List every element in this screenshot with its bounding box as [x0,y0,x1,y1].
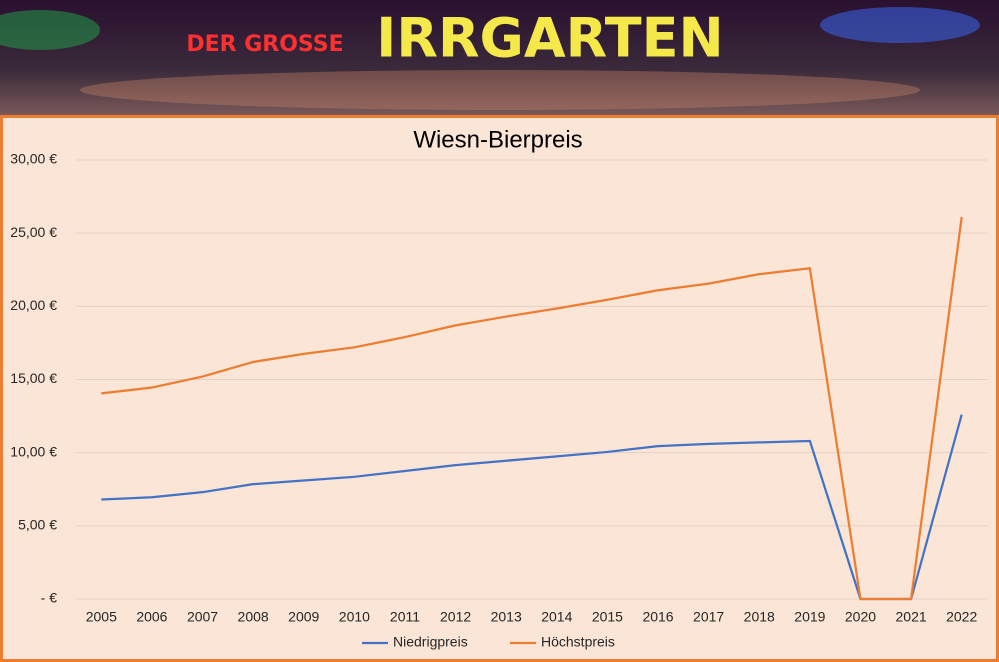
x-tick-label: 2014 [541,609,572,625]
x-tick-label: 2011 [390,609,420,625]
x-tick-label: 2009 [288,609,319,625]
x-tick-label: 2006 [136,609,167,625]
y-tick-label: - € [41,590,58,606]
y-tick-label: 25,00 € [10,224,57,240]
x-tick-label: 2018 [744,609,775,625]
line-series [101,414,963,601]
x-tick-label: 2021 [896,609,927,625]
x-tick-label: 2017 [693,609,724,625]
banner-text: IRRGARTEN [376,7,723,70]
chart-frame [0,115,999,662]
legend-label: Höchstpreis [541,634,615,650]
x-tick-label: 2016 [642,609,673,625]
y-tick-label: 20,00 € [10,297,57,313]
neon-glow [820,7,980,43]
legend-label: Niedrigpreis [393,634,468,650]
y-tick-label: 10,00 € [10,443,57,459]
y-tick-label: 5,00 € [18,517,57,533]
x-tick-label: 2020 [845,609,876,625]
x-tick-label: 2007 [187,609,218,625]
banner-text: DER GROSSE [186,32,343,57]
y-tick-label: 30,00 € [10,151,57,167]
x-tick-label: 2013 [491,609,522,625]
line-series [101,216,963,601]
chart-title: Wiesn-Bierpreis [413,126,582,153]
x-tick-label: 2008 [238,609,269,625]
neon-glow [0,10,100,50]
x-tick-label: 2015 [592,609,623,625]
neon-glow [80,70,920,110]
y-tick-label: 15,00 € [10,370,57,386]
x-tick-label: 2012 [440,609,471,625]
x-tick-label: 2019 [794,609,825,625]
x-tick-label: 2022 [946,609,977,625]
x-tick-label: 2005 [86,609,117,625]
x-tick-label: 2010 [339,609,370,625]
